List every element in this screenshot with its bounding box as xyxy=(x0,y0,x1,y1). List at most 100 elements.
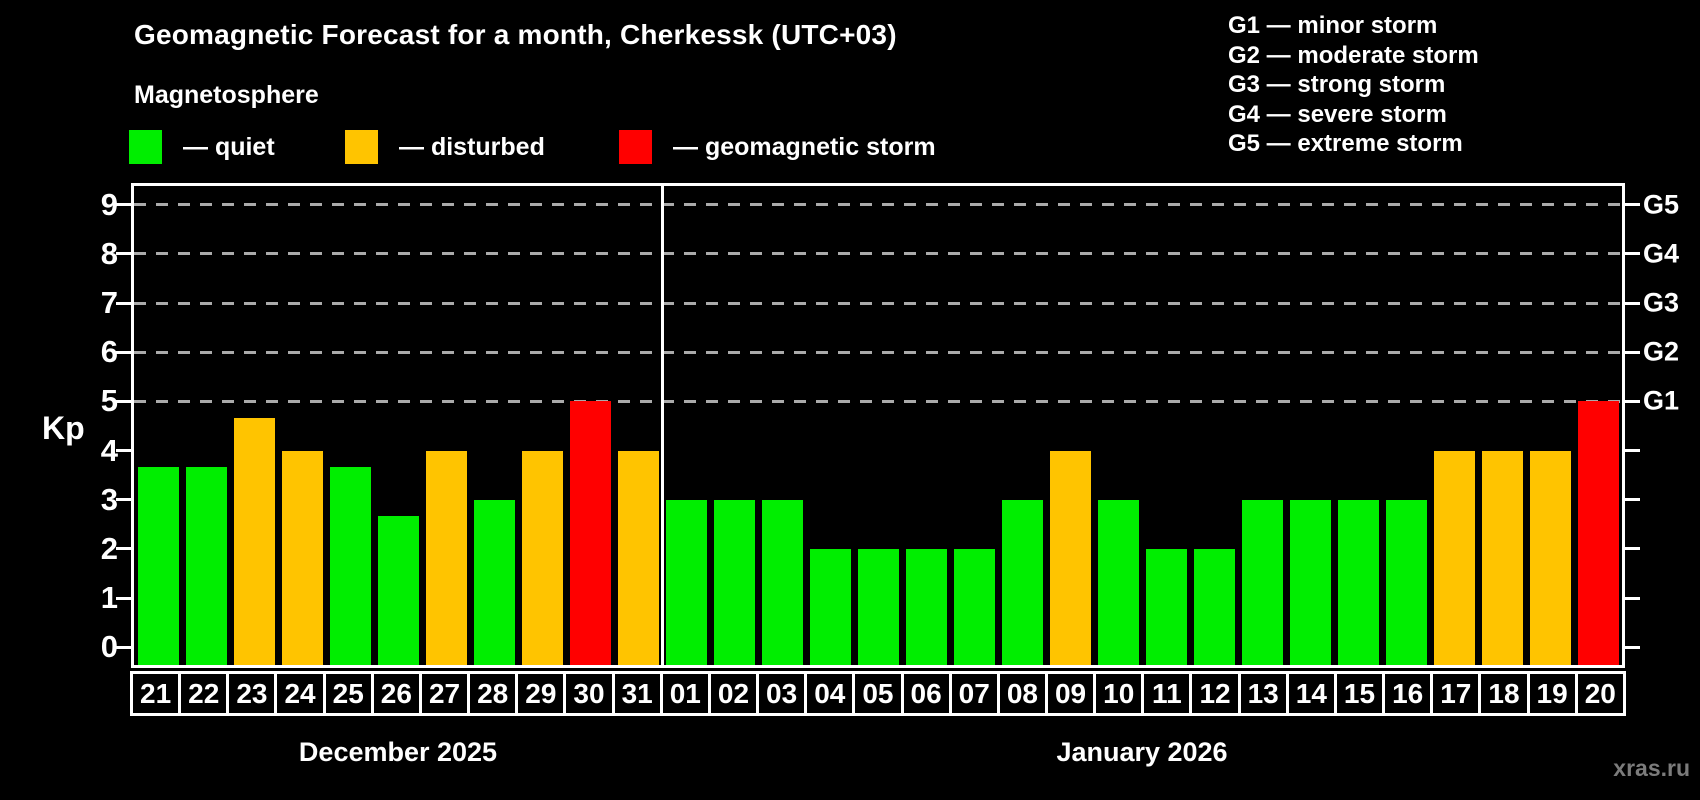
y-tick-mark-2 xyxy=(116,547,131,551)
right-tick-mark-8 xyxy=(1625,252,1640,256)
g-legend-line-g5: G5 — extreme storm xyxy=(1228,130,1463,157)
day-label-cell: 04 xyxy=(804,671,856,716)
day-label-cell: 05 xyxy=(852,671,904,716)
kp-bar-day-09 xyxy=(1049,450,1091,665)
kp-bar-day-07 xyxy=(953,548,995,665)
kp-bar-day-25 xyxy=(329,466,371,665)
kp-bar-day-26 xyxy=(377,516,419,665)
day-label-cell: 14 xyxy=(1285,671,1337,716)
day-label-cell: 21 xyxy=(130,671,182,716)
day-label-cell: 25 xyxy=(322,671,374,716)
day-label-cell: 23 xyxy=(226,671,278,716)
right-tick-mark-9 xyxy=(1625,203,1640,207)
legend-label-disturbed: — disturbed xyxy=(399,132,545,161)
kp-bar-day-05 xyxy=(857,548,899,665)
kp-bar-day-08 xyxy=(1001,499,1043,665)
kp-bar-day-20 xyxy=(1577,401,1619,665)
day-axis: 21 22 23 24 25 26 27 28 29 30 31 01 02 03 04 05 06 07 08 09… xyxy=(130,671,1626,716)
right-axis-label-g2: G2 xyxy=(1643,336,1680,367)
right-axis-label-g5: G5 xyxy=(1643,189,1680,220)
y-tick-label-8: 8 xyxy=(100,235,118,271)
right-axis-label-g3: G3 xyxy=(1643,287,1680,318)
kp-bar-day-18 xyxy=(1481,450,1523,665)
kp-bar-day-02 xyxy=(713,499,755,665)
kp-bar-day-06 xyxy=(905,548,947,665)
kp-bar-day-28 xyxy=(473,499,515,665)
kp-bar-day-04 xyxy=(809,548,851,665)
y-axis-label: Kp xyxy=(42,410,85,446)
gridline-kp-8 xyxy=(134,252,1622,256)
day-label-cell: 18 xyxy=(1478,671,1530,716)
legend-item-quiet: — quiet xyxy=(129,130,275,164)
y-tick-mark-9 xyxy=(116,203,131,207)
day-label-cell: 12 xyxy=(1189,671,1241,716)
month-label-december: December 2025 xyxy=(298,737,498,767)
g-legend-line-g1: G1 — minor storm xyxy=(1228,12,1438,39)
y-tick-mark-1 xyxy=(116,596,131,600)
y-tick-label-0: 0 xyxy=(100,629,118,665)
right-axis-label-g1: G1 xyxy=(1643,385,1680,416)
day-label-cell: 22 xyxy=(178,671,230,716)
day-label-cell: 24 xyxy=(274,671,326,716)
day-label-cell: 09 xyxy=(1044,671,1097,716)
y-tick-label-7: 7 xyxy=(100,285,118,321)
day-label-cell: 17 xyxy=(1430,671,1482,716)
kp-bar-day-17 xyxy=(1433,450,1475,665)
y-tick-mark-3 xyxy=(116,498,131,502)
kp-bar-day-01 xyxy=(665,499,707,665)
kp-bar-day-21 xyxy=(137,466,179,665)
day-label-cell: 15 xyxy=(1333,671,1386,716)
day-label-cell: 27 xyxy=(418,671,471,716)
kp-bar-day-15 xyxy=(1337,499,1379,665)
y-tick-mark-7 xyxy=(116,301,131,305)
kp-bar-day-03 xyxy=(761,499,803,665)
g-scale-legend: G1 — minor storm G2 — moderate storm G3 — … xyxy=(1228,11,1479,159)
day-label-cell: 30 xyxy=(563,671,615,716)
month-separator xyxy=(660,186,664,665)
gridline-kp-9 xyxy=(134,203,1622,207)
day-label-cell: 01 xyxy=(659,671,711,716)
right-tick-mark-0 xyxy=(1625,645,1640,649)
y-tick-mark-8 xyxy=(116,252,131,256)
y-tick-mark-6 xyxy=(116,350,131,354)
kp-bar-day-11 xyxy=(1145,548,1187,665)
magnetosphere-label: Magnetosphere xyxy=(134,81,319,109)
legend-label-quiet: — quiet xyxy=(183,132,275,161)
day-label-cell: 13 xyxy=(1237,671,1289,716)
y-tick-label-3: 3 xyxy=(100,481,118,517)
kp-bar-day-19 xyxy=(1529,450,1571,665)
y-tick-label-6: 6 xyxy=(100,334,118,370)
legend-swatch-quiet xyxy=(129,130,162,164)
kp-bar-day-30 xyxy=(569,401,611,665)
day-label-cell: 02 xyxy=(707,671,760,716)
right-tick-mark-4 xyxy=(1625,449,1640,453)
right-tick-mark-7 xyxy=(1625,301,1640,305)
kp-bar-day-31 xyxy=(617,450,659,665)
legend-item-storm: — geomagnetic storm xyxy=(619,130,936,164)
gridline-kp-5 xyxy=(134,399,1622,403)
day-label-cell: 19 xyxy=(1526,671,1578,716)
month-label-january: January 2026 xyxy=(1056,737,1228,767)
legend-swatch-storm xyxy=(619,130,652,164)
gridline-kp-7 xyxy=(134,301,1622,305)
g-legend-line-g4: G4 — severe storm xyxy=(1228,100,1447,128)
right-tick-mark-3 xyxy=(1625,498,1640,502)
day-label-cell: 06 xyxy=(900,671,952,716)
plot-area xyxy=(131,183,1625,668)
y-tick-mark-5 xyxy=(116,399,131,403)
right-axis-label-g4: G4 xyxy=(1643,238,1680,269)
kp-bar-day-24 xyxy=(281,450,323,665)
day-label-cell: 20 xyxy=(1574,671,1626,716)
day-label-cell: 28 xyxy=(467,671,519,716)
day-label-cell: 11 xyxy=(1141,671,1193,716)
day-label-cell: 29 xyxy=(515,671,567,716)
day-label-cell: 26 xyxy=(370,671,422,716)
kp-bar-day-23 xyxy=(233,417,275,665)
day-label-cell: 10 xyxy=(1093,671,1145,716)
right-tick-mark-6 xyxy=(1625,350,1640,354)
kp-bar-day-22 xyxy=(185,466,227,665)
g-legend-line-g3: G3 — strong storm xyxy=(1228,71,1446,98)
day-label-cell: 08 xyxy=(996,671,1048,716)
kp-bar-day-10 xyxy=(1097,499,1139,665)
